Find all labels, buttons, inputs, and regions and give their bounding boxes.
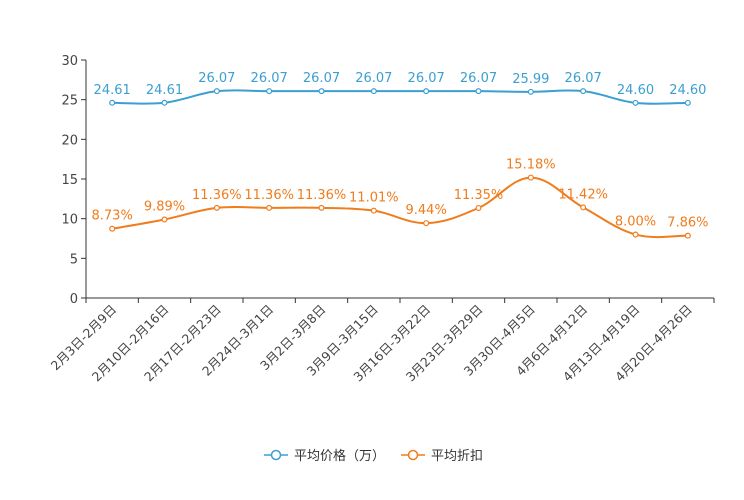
data-label-1: 11.35% — [454, 188, 504, 203]
data-point-1[interactable] — [213, 204, 220, 211]
data-label-1: 8.73% — [92, 209, 133, 224]
series-lines — [109, 88, 691, 239]
data-point-0[interactable] — [370, 88, 377, 95]
data-label-0: 24.60 — [617, 83, 654, 98]
data-point-0[interactable] — [213, 88, 220, 95]
data-point-1[interactable] — [632, 231, 639, 238]
data-label-0: 25.99 — [512, 72, 549, 87]
data-point-1[interactable] — [475, 204, 482, 211]
data-point-0[interactable] — [527, 88, 534, 95]
data-label-0: 26.07 — [408, 71, 445, 86]
legend-item-1[interactable]: 平均折扣 — [401, 449, 483, 464]
y-tick-label: 0 — [70, 292, 78, 307]
data-point-0[interactable] — [318, 88, 325, 95]
data-point-0[interactable] — [684, 99, 691, 106]
y-tick-label: 15 — [61, 173, 78, 188]
data-label-1: 11.42% — [558, 187, 608, 202]
data-point-1[interactable] — [527, 174, 534, 181]
y-tick-label: 5 — [70, 252, 78, 267]
data-point-1[interactable] — [266, 204, 273, 211]
data-label-0: 24.60 — [669, 83, 706, 98]
data-label-0: 26.07 — [303, 71, 340, 86]
data-point-1[interactable] — [370, 207, 377, 214]
data-label-0: 24.61 — [94, 83, 131, 98]
data-point-0[interactable] — [266, 88, 273, 95]
data-point-0[interactable] — [109, 99, 116, 106]
series-line-0[interactable] — [112, 89, 688, 105]
data-label-1: 7.86% — [667, 216, 708, 231]
y-tick-label: 20 — [61, 133, 78, 148]
data-point-0[interactable] — [423, 88, 430, 95]
data-point-0[interactable] — [161, 99, 168, 106]
data-point-1[interactable] — [684, 232, 691, 239]
data-point-0[interactable] — [475, 88, 482, 95]
data-label-1: 11.36% — [297, 188, 347, 203]
data-point-1[interactable] — [318, 204, 325, 211]
data-label-0: 26.07 — [460, 71, 497, 86]
legend-label: 平均折扣 — [431, 449, 483, 464]
data-label-1: 9.89% — [144, 200, 185, 215]
data-point-1[interactable] — [423, 220, 430, 227]
data-label-1: 11.36% — [192, 188, 242, 203]
data-label-1: 11.01% — [349, 191, 399, 206]
y-tick-label: 25 — [61, 94, 78, 109]
legend-label: 平均价格（万） — [294, 448, 385, 464]
data-label-1: 8.00% — [615, 215, 656, 230]
data-point-1[interactable] — [109, 225, 116, 232]
data-point-1[interactable] — [161, 216, 168, 223]
data-label-0: 26.07 — [251, 71, 288, 86]
data-label-1: 11.36% — [244, 188, 294, 203]
legend[interactable]: 平均价格（万） 平均折扣 — [264, 448, 483, 464]
data-label-1: 15.18% — [506, 158, 556, 173]
y-tick-label: 10 — [61, 213, 78, 228]
data-label-1: 9.44% — [406, 203, 447, 218]
data-label-0: 26.07 — [198, 71, 235, 86]
data-point-1[interactable] — [580, 204, 587, 211]
legend-item-0[interactable]: 平均价格（万） — [264, 448, 385, 464]
data-point-0[interactable] — [580, 88, 587, 95]
legend-marker — [270, 449, 282, 461]
legend-marker — [407, 449, 419, 461]
data-label-0: 24.61 — [146, 83, 183, 98]
data-labels: 24.61 24.61 26.07 26.07 26.07 26.07 26.07 26.07… — [92, 71, 709, 230]
data-point-0[interactable] — [632, 99, 639, 106]
data-label-0: 26.07 — [355, 71, 392, 86]
data-label-0: 26.07 — [565, 71, 602, 86]
y-tick-label: 30 — [61, 54, 78, 69]
